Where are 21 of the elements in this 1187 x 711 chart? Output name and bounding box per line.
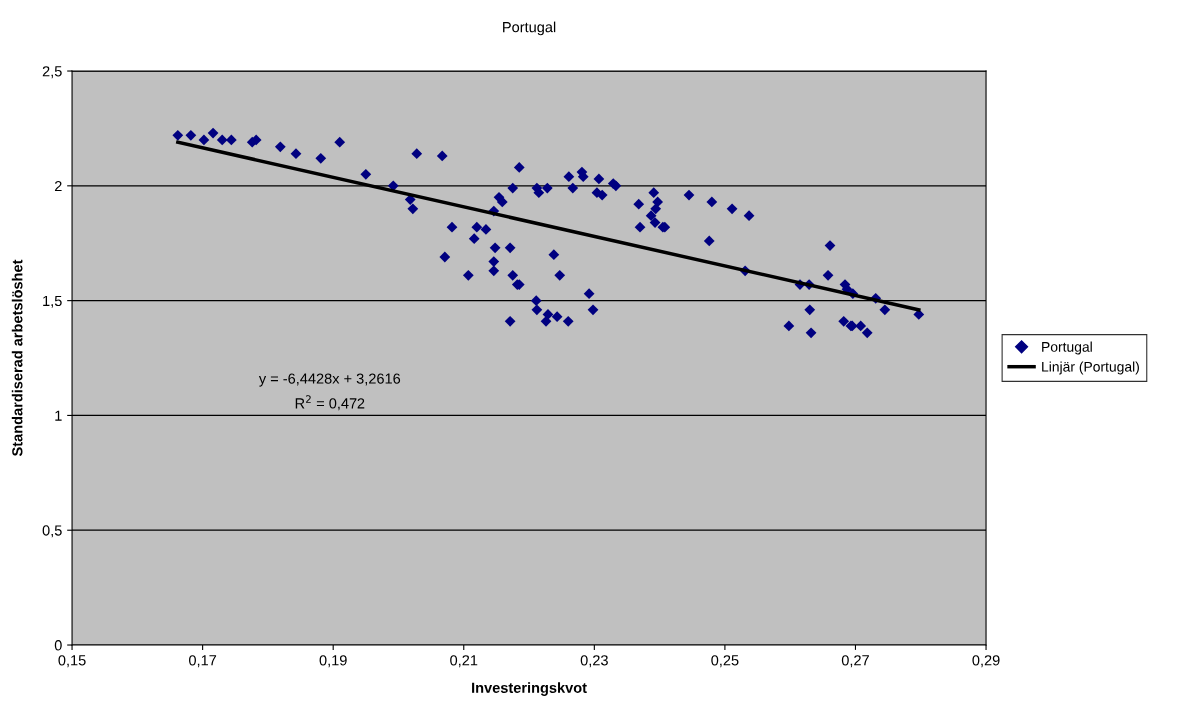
annotation: y = -6,4428x + 3,2616: [258, 373, 401, 387]
x-tick-label: 0,29: [972, 655, 1000, 668]
annotation: R$^{2}$ = 0,472: [295, 395, 365, 411]
x-tick-label: 0,19: [319, 655, 347, 668]
x-tick-label: 0,15: [58, 655, 86, 668]
x-tick-label: 0,27: [841, 655, 869, 668]
x-axis-title: Investeringskvot: [472, 682, 587, 696]
legend-label: Linjär (Portugal): [1042, 361, 1139, 375]
y-tick-label: 1,5: [43, 295, 62, 308]
legend-label: Portugal: [1042, 341, 1092, 355]
y-tick-label: 2: [54, 180, 62, 192]
x-tick-label: 0,21: [450, 655, 478, 668]
y-tick-label: 1: [55, 410, 62, 421]
x-tick-label: 0,25: [711, 655, 739, 668]
y-tick-label: 2,5: [42, 66, 62, 79]
chart-title: Portugal: [503, 21, 556, 36]
y-axis-title: Standardiserad arbetslöshet: [11, 259, 23, 457]
x-tick-label: 0,23: [580, 655, 608, 668]
x-tick-label: 0,17: [189, 655, 217, 668]
y-tick-label: 0: [54, 640, 62, 651]
y-tick-label: 0,5: [42, 525, 62, 538]
